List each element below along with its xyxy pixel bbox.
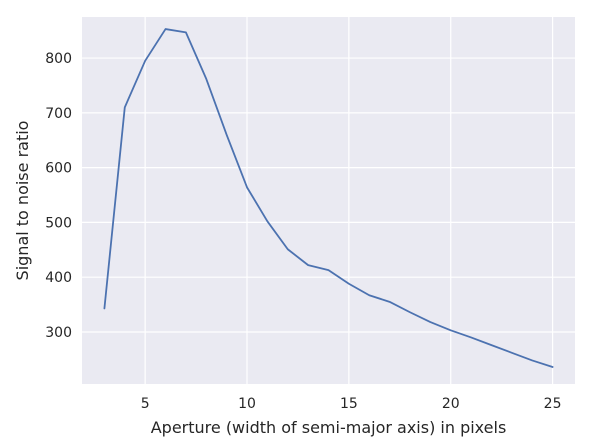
y-axis-ticks: 300 400 500 600 700 800 [45, 51, 72, 341]
x-axis-ticks: 5 10 15 20 25 [141, 396, 562, 412]
series-line [103, 28, 554, 368]
plot-area [82, 17, 575, 384]
x-tick-label: 10 [238, 396, 256, 412]
x-tick-label: 25 [544, 396, 562, 412]
x-axis-label: Aperture (width of semi-major axis) in p… [151, 418, 507, 437]
y-tick-label: 800 [45, 51, 72, 67]
y-tick-label: 700 [45, 106, 72, 122]
y-tick-label: 400 [45, 270, 72, 286]
x-tick-label: 5 [141, 396, 150, 412]
y-tick-label: 500 [45, 215, 72, 231]
x-tick-label: 20 [442, 396, 460, 412]
grid-lines [82, 17, 575, 384]
y-axis-label: Signal to noise ratio [13, 121, 32, 281]
y-tick-label: 600 [45, 161, 72, 177]
series-group [103, 28, 554, 368]
y-tick-label: 300 [45, 325, 72, 341]
x-tick-label: 15 [340, 396, 358, 412]
